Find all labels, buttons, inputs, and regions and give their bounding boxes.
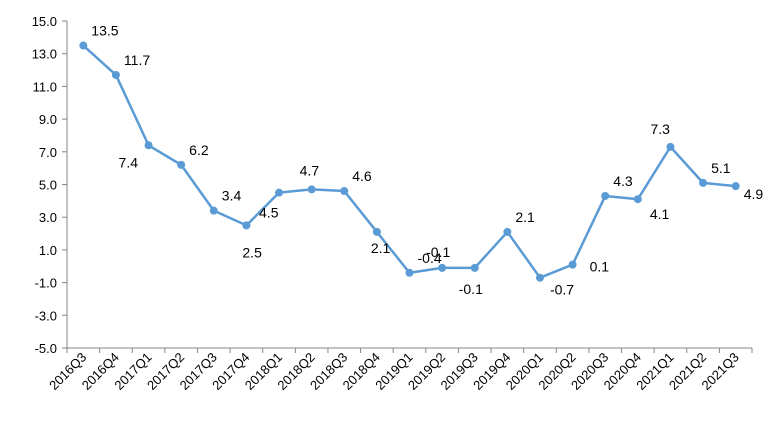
x-axis: 2016Q32016Q42017Q12017Q22017Q32017Q42018…	[46, 347, 753, 393]
y-tick-label: 9.0	[39, 112, 57, 127]
y-tick-label: 3.0	[39, 210, 57, 225]
data-label: 13.5	[91, 23, 118, 39]
series-group	[79, 41, 740, 282]
data-label: 7.4	[119, 154, 139, 170]
data-point	[568, 260, 577, 269]
data-label: 0.1	[590, 259, 610, 275]
data-point	[372, 227, 381, 236]
data-point	[633, 195, 642, 204]
y-tick-label: 13.0	[32, 47, 57, 62]
data-point	[535, 273, 544, 282]
data-point	[242, 221, 251, 230]
data-point	[405, 268, 414, 277]
data-label: -0.1	[426, 244, 450, 260]
y-tick-label: 15.0	[32, 14, 57, 29]
data-point	[503, 227, 512, 236]
data-label: 4.1	[650, 206, 670, 222]
data-label: 7.3	[650, 121, 670, 137]
data-label: 11.7	[124, 52, 150, 68]
data-point	[111, 70, 120, 79]
y-tick-label: 7.0	[39, 145, 57, 160]
data-label: 2.1	[515, 209, 535, 225]
data-point	[177, 160, 186, 169]
data-label: 4.9	[744, 186, 764, 202]
data-label: 2.5	[242, 244, 262, 260]
data-point	[144, 141, 153, 150]
y-tick-label: 1.0	[39, 243, 57, 258]
data-point	[209, 206, 218, 215]
data-label: -0.7	[550, 282, 574, 298]
y-tick-label: -1.0	[35, 276, 57, 291]
data-labels: 13.511.77.46.23.42.54.54.7 4.62.1-0.4-0.1…	[91, 23, 763, 298]
y-axis: -5.0 -3.0 -1.0 1.0 3.0 5.0 7.0 9.0 11.0 13.0 15.0	[32, 14, 68, 356]
data-label: 4.3	[613, 173, 633, 189]
data-point	[731, 182, 740, 191]
data-label: -0.4	[418, 250, 442, 266]
data-label: 5.1	[711, 160, 731, 176]
data-label: 3.4	[222, 188, 242, 204]
y-tick-label: -3.0	[35, 308, 57, 323]
data-point	[307, 185, 316, 194]
data-point	[275, 188, 284, 197]
y-tick-label: 11.0	[33, 79, 57, 94]
data-label: 4.7	[300, 162, 320, 178]
data-point	[340, 187, 349, 196]
data-point	[438, 263, 447, 272]
data-label: 6.2	[189, 142, 209, 158]
y-tick-label: -5.0	[35, 341, 57, 356]
data-label: -0.1	[459, 281, 483, 297]
data-point	[699, 178, 708, 187]
data-point	[470, 263, 479, 272]
data-point	[601, 191, 610, 200]
data-label: 4.6	[352, 168, 372, 184]
data-label: 4.5	[259, 205, 279, 221]
data-point	[666, 142, 675, 151]
data-point	[79, 41, 88, 50]
y-tick-label: 5.0	[39, 178, 57, 193]
data-label: 2.1	[371, 240, 391, 256]
